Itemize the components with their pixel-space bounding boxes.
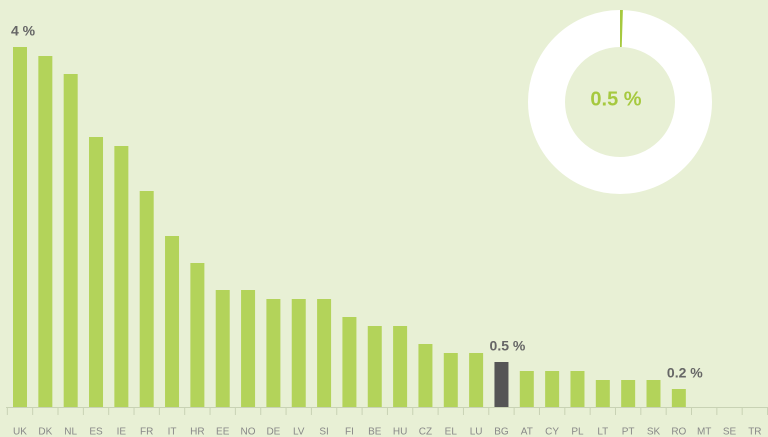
value-label: 0.5 %	[490, 338, 526, 354]
bar	[545, 371, 560, 407]
bar	[241, 290, 256, 407]
value-label: 0.2 %	[667, 365, 703, 381]
bar	[291, 299, 306, 407]
x-tick-label: LV	[293, 427, 305, 437]
x-tick-label: IT	[168, 427, 177, 437]
x-tick-label: SK	[647, 427, 661, 437]
x-tick-label: HR	[190, 427, 204, 437]
x-tick-label: UK	[13, 427, 27, 437]
x-tick-label: IE	[117, 427, 127, 437]
x-tick-label: FI	[345, 427, 354, 437]
x-tick-label: ES	[89, 427, 103, 437]
x-tick-label: TR	[748, 427, 761, 437]
x-tick-label: BE	[368, 427, 382, 437]
x-tick-label: SE	[723, 427, 737, 437]
x-tick-label: HU	[393, 427, 407, 437]
bar	[646, 380, 661, 407]
x-tick-label: PL	[571, 427, 584, 437]
donut-label: 0.5 %	[590, 88, 641, 110]
bar	[266, 299, 281, 407]
bar	[367, 326, 382, 407]
x-tick-label: CY	[545, 427, 559, 437]
x-tick-label: BG	[494, 427, 509, 437]
bar	[317, 299, 332, 407]
bar	[519, 371, 534, 407]
x-tick-label: LT	[597, 427, 608, 437]
x-tick-label: PT	[622, 427, 635, 437]
bar	[393, 326, 408, 407]
bar	[13, 47, 27, 407]
bar	[89, 137, 104, 407]
x-tick-label: LU	[470, 427, 483, 437]
bar	[215, 290, 230, 407]
x-tick-label: EE	[216, 427, 230, 437]
value-label: 4 %	[11, 23, 36, 39]
x-tick-label: FR	[140, 427, 153, 437]
x-tick-label: RO	[671, 427, 686, 437]
bar	[595, 380, 610, 407]
bar	[165, 236, 180, 407]
bar	[342, 317, 357, 407]
x-tick-label: SI	[319, 427, 328, 437]
bar	[63, 74, 78, 407]
bar	[621, 380, 636, 407]
bar	[494, 362, 509, 407]
bar	[418, 344, 433, 407]
bar	[190, 263, 205, 407]
bar	[671, 389, 686, 407]
bar	[139, 191, 154, 407]
x-tick-label: EL	[445, 427, 458, 437]
x-tick-label: AT	[521, 427, 533, 437]
bar	[114, 146, 129, 407]
bar	[469, 353, 484, 407]
x-tick-label: NO	[241, 427, 256, 437]
x-tick-label: NL	[64, 427, 77, 437]
x-tick-label: CZ	[419, 427, 432, 437]
bar	[570, 371, 585, 407]
bar	[443, 353, 458, 407]
bar	[38, 56, 53, 407]
donut-slice	[620, 10, 623, 48]
x-tick-label: MT	[697, 427, 711, 437]
x-tick-label: DE	[266, 427, 280, 437]
x-tick-label: DK	[38, 427, 52, 437]
